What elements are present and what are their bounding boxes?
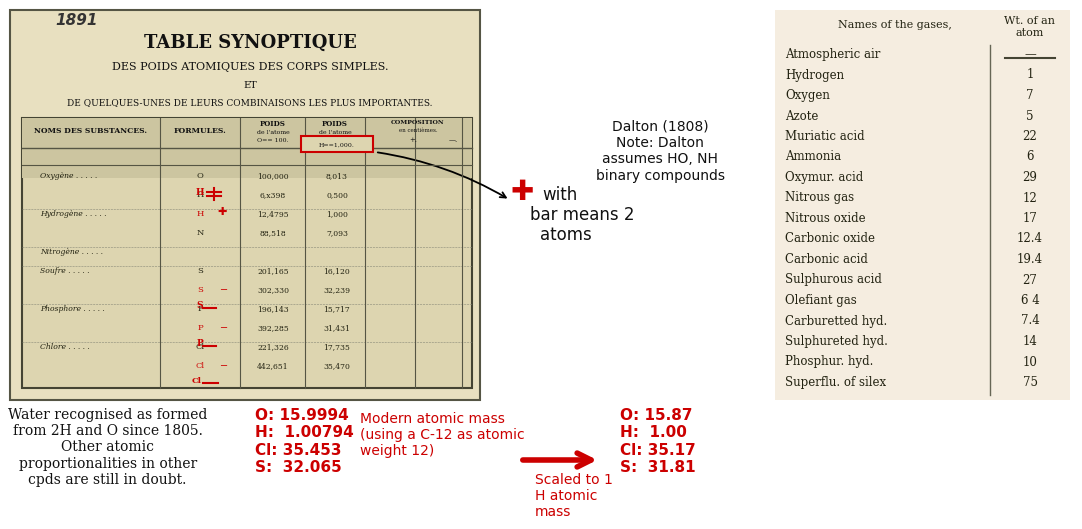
Text: 0,500: 0,500: [326, 191, 348, 199]
Text: atoms: atoms: [540, 226, 592, 244]
Text: NOMS DES SUBSTANCES.: NOMS DES SUBSTANCES.: [35, 127, 147, 135]
Text: 7,093: 7,093: [326, 229, 348, 237]
Text: 442,651: 442,651: [258, 362, 289, 370]
Text: Nitrogène . . . . .: Nitrogène . . . . .: [40, 248, 103, 256]
FancyBboxPatch shape: [10, 10, 480, 400]
Text: Cl: Cl: [192, 377, 202, 385]
Text: Superflu. of silex: Superflu. of silex: [786, 376, 886, 389]
Text: Soufre . . . . .: Soufre . . . . .: [40, 267, 90, 275]
Text: —.: —.: [448, 136, 458, 144]
Text: 5: 5: [1026, 110, 1033, 123]
Text: ̶: ̶: [224, 284, 226, 294]
Text: Cl: Cl: [196, 343, 204, 351]
Text: Wt. of an: Wt. of an: [1004, 16, 1056, 26]
Text: Hydrogène . . . . .: Hydrogène . . . . .: [40, 210, 106, 218]
Text: Hydrogen: Hydrogen: [786, 68, 844, 81]
Text: 7.4: 7.4: [1020, 315, 1040, 327]
Text: Azote: Azote: [786, 110, 818, 123]
Text: Oxygène . . . . .: Oxygène . . . . .: [40, 172, 97, 180]
Text: Phosphore . . . . .: Phosphore . . . . .: [40, 305, 105, 313]
Text: 1,000: 1,000: [326, 210, 348, 218]
Text: 196,143: 196,143: [258, 305, 289, 313]
Text: 31,431: 31,431: [324, 324, 351, 332]
Text: de l'atome: de l'atome: [256, 130, 289, 135]
Text: en centièmes.: en centièmes.: [398, 128, 437, 133]
FancyBboxPatch shape: [22, 118, 472, 388]
Text: Nitrous gas: Nitrous gas: [786, 191, 854, 205]
Text: ET: ET: [243, 81, 256, 90]
Text: 6 4: 6 4: [1020, 294, 1040, 307]
Text: 1891: 1891: [55, 13, 97, 28]
Text: 10: 10: [1022, 355, 1038, 369]
Text: H==1,000.: H==1,000.: [319, 143, 355, 148]
FancyBboxPatch shape: [775, 10, 1070, 400]
Text: POIDS: POIDS: [322, 120, 348, 128]
Text: 7: 7: [1026, 89, 1033, 102]
Text: 19.4: 19.4: [1017, 253, 1043, 266]
Text: Olefiant gas: Olefiant gas: [786, 294, 857, 307]
Text: S: S: [197, 286, 203, 294]
Text: 75: 75: [1022, 376, 1038, 389]
Text: P: P: [197, 324, 202, 332]
Text: DES POIDS ATOMIQUES DES CORPS SIMPLES.: DES POIDS ATOMIQUES DES CORPS SIMPLES.: [111, 62, 388, 72]
Text: Carburetted hyd.: Carburetted hyd.: [786, 315, 887, 327]
Text: COMPOSITION: COMPOSITION: [392, 120, 445, 125]
Text: N: N: [196, 229, 203, 237]
Text: Muriatic acid: Muriatic acid: [786, 130, 865, 143]
Text: H: H: [196, 188, 204, 197]
Text: Cl: Cl: [196, 362, 204, 370]
Text: 22: 22: [1022, 130, 1038, 143]
Text: 17,735: 17,735: [324, 343, 351, 351]
Text: S: S: [197, 301, 203, 310]
Text: ̶: ̶: [224, 360, 226, 370]
Text: O: 15.87
H:  1.00
Cl: 35.17
S:  31.81: O: 15.87 H: 1.00 Cl: 35.17 S: 31.81: [620, 408, 696, 475]
Text: O: O: [197, 172, 203, 180]
Text: Phosphur. hyd.: Phosphur. hyd.: [786, 355, 873, 369]
Text: POIDS: POIDS: [260, 120, 286, 128]
Text: Atmospheric air: Atmospheric air: [786, 48, 881, 61]
Text: Scaled to 1
H atomic
mass: Scaled to 1 H atomic mass: [535, 473, 612, 519]
Text: 302,330: 302,330: [258, 286, 289, 294]
Text: bar means 2: bar means 2: [530, 206, 634, 224]
Text: 29: 29: [1022, 171, 1038, 184]
Text: ̶: ̶: [224, 322, 226, 332]
Text: Carbonic oxide: Carbonic oxide: [786, 233, 875, 245]
Text: Sulphurous acid: Sulphurous acid: [786, 273, 882, 287]
Text: 100,000: 100,000: [258, 172, 289, 180]
Text: 1: 1: [1027, 68, 1033, 81]
Text: 17: 17: [1022, 212, 1038, 225]
FancyBboxPatch shape: [301, 136, 373, 152]
Text: Names of the gases,: Names of the gases,: [839, 20, 952, 30]
Text: Sulphureted hyd.: Sulphureted hyd.: [786, 335, 888, 348]
Text: 32,239: 32,239: [324, 286, 351, 294]
Text: 27: 27: [1022, 273, 1038, 287]
Text: 6,x398: 6,x398: [260, 191, 286, 199]
Text: FORMULES.: FORMULES.: [173, 127, 226, 135]
Text: 6: 6: [1026, 150, 1033, 163]
Text: with: with: [542, 186, 578, 204]
Text: Oxygen: Oxygen: [786, 89, 830, 102]
Text: Nitrous oxide: Nitrous oxide: [786, 212, 866, 225]
Text: P: P: [197, 305, 202, 313]
Text: Modern atomic mass
(using a C-12 as atomic
weight 12): Modern atomic mass (using a C-12 as atom…: [360, 412, 525, 459]
Text: +.: +.: [409, 136, 417, 144]
Text: 392,285: 392,285: [258, 324, 289, 332]
Text: de l'atome: de l'atome: [318, 130, 352, 135]
Text: ✚: ✚: [510, 178, 533, 206]
Text: Ammonia: Ammonia: [786, 150, 841, 163]
Text: DE QUELQUES-UNES DE LEURS COMBINAISONS LES PLUS IMPORTANTES.: DE QUELQUES-UNES DE LEURS COMBINAISONS L…: [67, 98, 433, 107]
Text: H: H: [196, 210, 203, 218]
Text: 12.4: 12.4: [1017, 233, 1043, 245]
Text: Chlore . . . . .: Chlore . . . . .: [40, 343, 90, 351]
Text: 8,013: 8,013: [326, 172, 348, 180]
Text: 221,326: 221,326: [258, 343, 289, 351]
Text: Water recognised as formed
from 2H and O since 1805.
Other atomic
proportionalit: Water recognised as formed from 2H and O…: [8, 408, 208, 487]
Text: 88,518: 88,518: [260, 229, 287, 237]
Text: Dalton (1808)
Note: Dalton
assumes HO, NH
binary compounds: Dalton (1808) Note: Dalton assumes HO, N…: [595, 120, 725, 183]
Text: 12: 12: [1022, 191, 1038, 205]
FancyBboxPatch shape: [22, 118, 472, 178]
Text: 12,4795: 12,4795: [258, 210, 289, 218]
Text: 14: 14: [1022, 335, 1038, 348]
Text: P: P: [197, 339, 203, 348]
Text: 15,717: 15,717: [324, 305, 351, 313]
